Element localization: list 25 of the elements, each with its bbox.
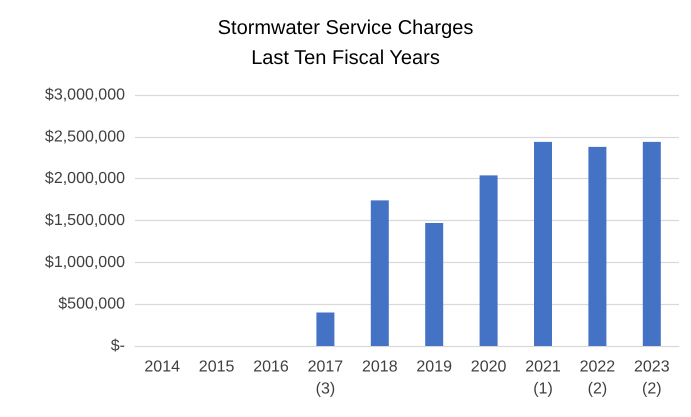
x-tick-label: 2020: [470, 358, 506, 376]
y-tick-label: $2,500,000: [44, 128, 126, 146]
bar: [642, 142, 661, 346]
y-tick-label: $1,500,000: [44, 212, 126, 229]
bar: [534, 142, 552, 346]
x-tick-label: 2016: [253, 358, 289, 376]
x-tick-label: 2019: [416, 358, 452, 376]
chart-title: Stormwater Service Charges Last Ten Fiscal Years: [218, 17, 474, 69]
bar: [480, 175, 498, 346]
bar: [370, 200, 389, 346]
y-tick-label: $3,000,000: [44, 86, 126, 104]
x-tick-label: 2018: [362, 358, 398, 376]
y-tick-label: $1,000,000: [44, 254, 126, 271]
bar: [425, 223, 444, 346]
y-tick-label: $2,000,000: [44, 170, 126, 188]
bar: [316, 312, 334, 346]
bar: [588, 146, 606, 346]
x-tick-label: 2023 (2): [634, 358, 670, 398]
x-tick-label: 2022 (2): [580, 358, 616, 398]
y-tick-label: $500,000: [58, 296, 126, 313]
y-tick-label: $-: [110, 338, 125, 354]
x-tick-label: 2017 (3): [308, 358, 344, 398]
x-tick-label: 2015: [198, 358, 234, 376]
x-tick-label: 2021 (1): [525, 358, 561, 398]
x-tick-label: 2014: [144, 358, 180, 376]
